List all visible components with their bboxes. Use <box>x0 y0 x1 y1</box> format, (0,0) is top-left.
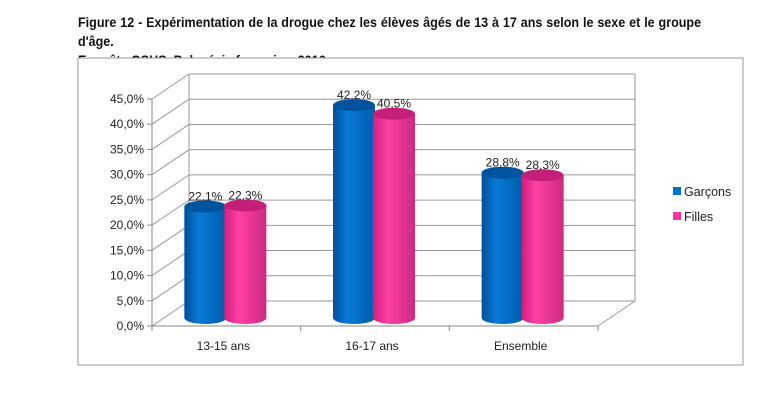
y-tick-label: 45,0% <box>110 92 144 106</box>
x-tick-label: 16-17 ans <box>345 339 398 353</box>
y-tick-label: 30,0% <box>110 168 144 182</box>
bar-top <box>224 199 267 212</box>
bar-filles <box>224 199 267 324</box>
data-label: 22,3% <box>228 189 262 203</box>
bar-garcons <box>184 200 227 324</box>
x-tick-label: 13-15 ans <box>197 339 250 353</box>
bar-body <box>373 113 415 324</box>
y-tick-label: 10,0% <box>110 269 144 283</box>
legend-swatch <box>673 212 681 220</box>
x-tick-label: Ensemble <box>494 339 548 353</box>
floor-edge <box>597 300 636 327</box>
gridline-side <box>151 199 190 226</box>
y-tick-label: 40,0% <box>110 117 144 131</box>
data-label: 42,2% <box>337 88 371 102</box>
legend-label: Filles <box>684 210 713 224</box>
y-tick-label: 0,0% <box>117 319 145 333</box>
bar-body <box>333 105 375 324</box>
bar-top <box>481 166 524 179</box>
gridline-side <box>151 275 190 302</box>
gridline-side <box>151 73 190 100</box>
y-tick-label: 15,0% <box>110 243 144 257</box>
gridline-side <box>151 124 190 150</box>
bar-body <box>184 206 227 324</box>
data-label: 40,5% <box>377 97 411 111</box>
legend-label: Garçons <box>684 185 731 199</box>
legend-swatch <box>673 187 681 195</box>
gridline-side <box>151 224 190 251</box>
gridline-side <box>151 250 190 276</box>
gridline-side <box>151 149 190 176</box>
bar-body <box>481 172 524 324</box>
bar-garcons <box>481 166 524 324</box>
bar-top <box>521 169 564 182</box>
gridline-side <box>151 174 190 201</box>
y-tick-label: 20,0% <box>110 218 144 232</box>
data-label: 28,8% <box>486 156 520 170</box>
bar-body <box>521 175 564 324</box>
bar-top <box>333 99 375 112</box>
bar-filles <box>521 169 564 324</box>
gridline-side <box>151 300 190 327</box>
data-label: 22,1% <box>188 190 222 204</box>
gridline-side <box>151 98 190 125</box>
y-tick-label: 35,0% <box>110 142 144 156</box>
bar-top <box>373 107 415 120</box>
bar-filles <box>373 107 415 324</box>
bar-garcons <box>333 99 375 324</box>
bar-top <box>184 200 227 213</box>
data-label: 28,3% <box>526 158 560 172</box>
y-tick-label: 5,0% <box>117 294 145 308</box>
y-tick-label: 25,0% <box>110 193 144 207</box>
bar-body <box>224 205 267 324</box>
